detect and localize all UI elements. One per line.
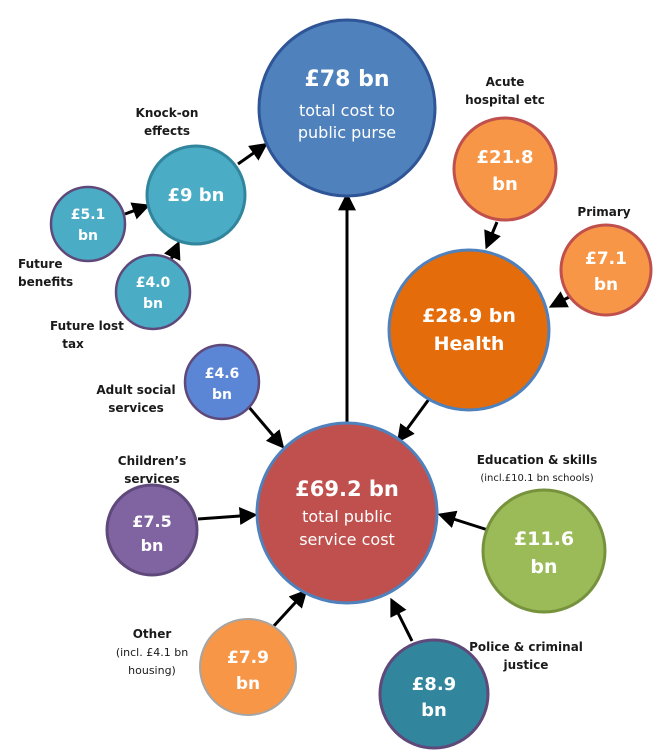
node-label-line1: Acute: [486, 75, 525, 89]
node-label-line2: services: [124, 472, 180, 486]
node-value: £78 bn: [305, 67, 390, 92]
node-subtitle-line2: service cost: [299, 530, 395, 549]
node-circle: [105, 483, 199, 577]
node-value: £9 bn: [167, 185, 224, 206]
node-value-line2: bn: [421, 700, 447, 721]
node-label-line2: benefits: [18, 275, 73, 289]
node-primary: £7.1 bn Primary: [559, 205, 653, 317]
node-childrens-services: £7.5 bn Children’s services: [105, 454, 199, 577]
node-circle: [49, 185, 127, 263]
node-future-lost-tax: £4.0 bn Future lost tax: [50, 253, 192, 351]
arrow-adult-social-to-public-service: [246, 405, 285, 449]
node-value-line2: bn: [492, 174, 518, 195]
node-acute-hospital: £21.8 bn Acute hospital etc: [452, 75, 558, 222]
node-circle: [452, 116, 558, 222]
node-value-line2: bn: [594, 275, 618, 295]
node-value-line1: £11.6: [514, 528, 574, 550]
node-future-benefits: £5.1 bn Future benefits: [18, 185, 127, 289]
node-circle: [199, 618, 297, 716]
arrow-childrens-to-public-service: [197, 507, 258, 526]
node-value-line1: £7.5: [132, 512, 171, 531]
node-value-line1: £4.0: [136, 275, 171, 291]
node-label-line1: Future lost: [50, 319, 124, 333]
node-note: (incl.£10.1 bn schools): [480, 473, 593, 484]
arrow-knock-on-to-total: [237, 142, 268, 166]
node-value-line1: £28.9 bn: [422, 305, 516, 327]
node-adult-social-services: £4.6 bn Adult social services: [96, 343, 261, 421]
arrow-education-to-public-service: [437, 510, 489, 532]
node-circle: [378, 638, 490, 750]
node-police-criminal-justice: £8.9 bn Police & criminal justice: [378, 638, 583, 750]
node-value-line1: £4.6: [205, 366, 240, 382]
node-other: £7.9 bn Other (incl. £4.1 bn housing): [116, 618, 297, 716]
node-value-line1: £8.9: [412, 674, 456, 695]
node-circle: [257, 18, 437, 198]
node-label-line2: hospital etc: [465, 93, 545, 107]
node-subtitle-line1: total public: [302, 507, 392, 526]
node-circle: [255, 421, 439, 605]
node-value-line2: bn: [236, 674, 260, 694]
node-value-line2: bn: [143, 296, 163, 312]
node-circle: [114, 253, 192, 331]
node-circle: [559, 223, 653, 317]
node-circle: [481, 488, 607, 614]
node-total-public-service-cost: £69.2 bn total public service cost: [255, 421, 439, 605]
node-label-line1: Police & criminal: [469, 640, 583, 654]
node-knock-on-effects: £9 bn Knock-on effects: [136, 106, 247, 246]
node-value-line1: £21.8: [477, 147, 534, 168]
node-value-line1: £5.1: [71, 207, 106, 223]
node-value-line2: bn: [78, 228, 98, 244]
node-circle: [145, 144, 247, 246]
node-label-line1: Future: [18, 257, 62, 271]
node-label: Primary: [577, 205, 630, 219]
arrow-health-to-public-service: [396, 394, 434, 443]
node-label-line2: tax: [62, 337, 84, 351]
node-label-line2: effects: [144, 124, 190, 138]
node-value-line1: £7.9: [227, 648, 269, 668]
node-label-line2: services: [108, 401, 164, 415]
node-subtitle-line1: total cost to: [299, 101, 395, 120]
node-label-line1: Children’s: [118, 454, 186, 468]
node-value: £69.2 bn: [295, 477, 399, 501]
arrow-other-to-public-service: [270, 589, 308, 630]
node-label: Other: [133, 627, 172, 641]
node-note-line1: (incl. £4.1 bn: [116, 646, 188, 659]
node-label-line1: Knock-on: [136, 106, 199, 120]
node-value-line2: bn: [530, 556, 557, 578]
node-health: £28.9 bn Health: [387, 248, 551, 412]
node-subtitle-line2: public purse: [298, 123, 396, 142]
arrow-police-to-public-service: [390, 597, 414, 642]
node-note-line2: housing): [128, 664, 176, 677]
node-total-cost-public-purse: £78 bn total cost to public purse: [257, 18, 437, 198]
node-value-line2: Health: [434, 333, 505, 355]
node-label-line2: justice: [503, 658, 549, 672]
node-label: Education & skills: [477, 453, 598, 467]
node-education-skills: £11.6 bn Education & skills (incl.£10.1 …: [477, 453, 607, 614]
node-circle: [387, 248, 551, 412]
node-label-line1: Adult social: [96, 383, 175, 397]
arrow-acute-to-health: [484, 221, 501, 250]
node-value-line1: £7.1: [585, 249, 627, 269]
arrow-benefits-to-knock-on: [124, 202, 151, 220]
node-value-line2: bn: [212, 387, 232, 403]
node-value-line2: bn: [141, 536, 164, 555]
node-circle: [183, 343, 261, 421]
